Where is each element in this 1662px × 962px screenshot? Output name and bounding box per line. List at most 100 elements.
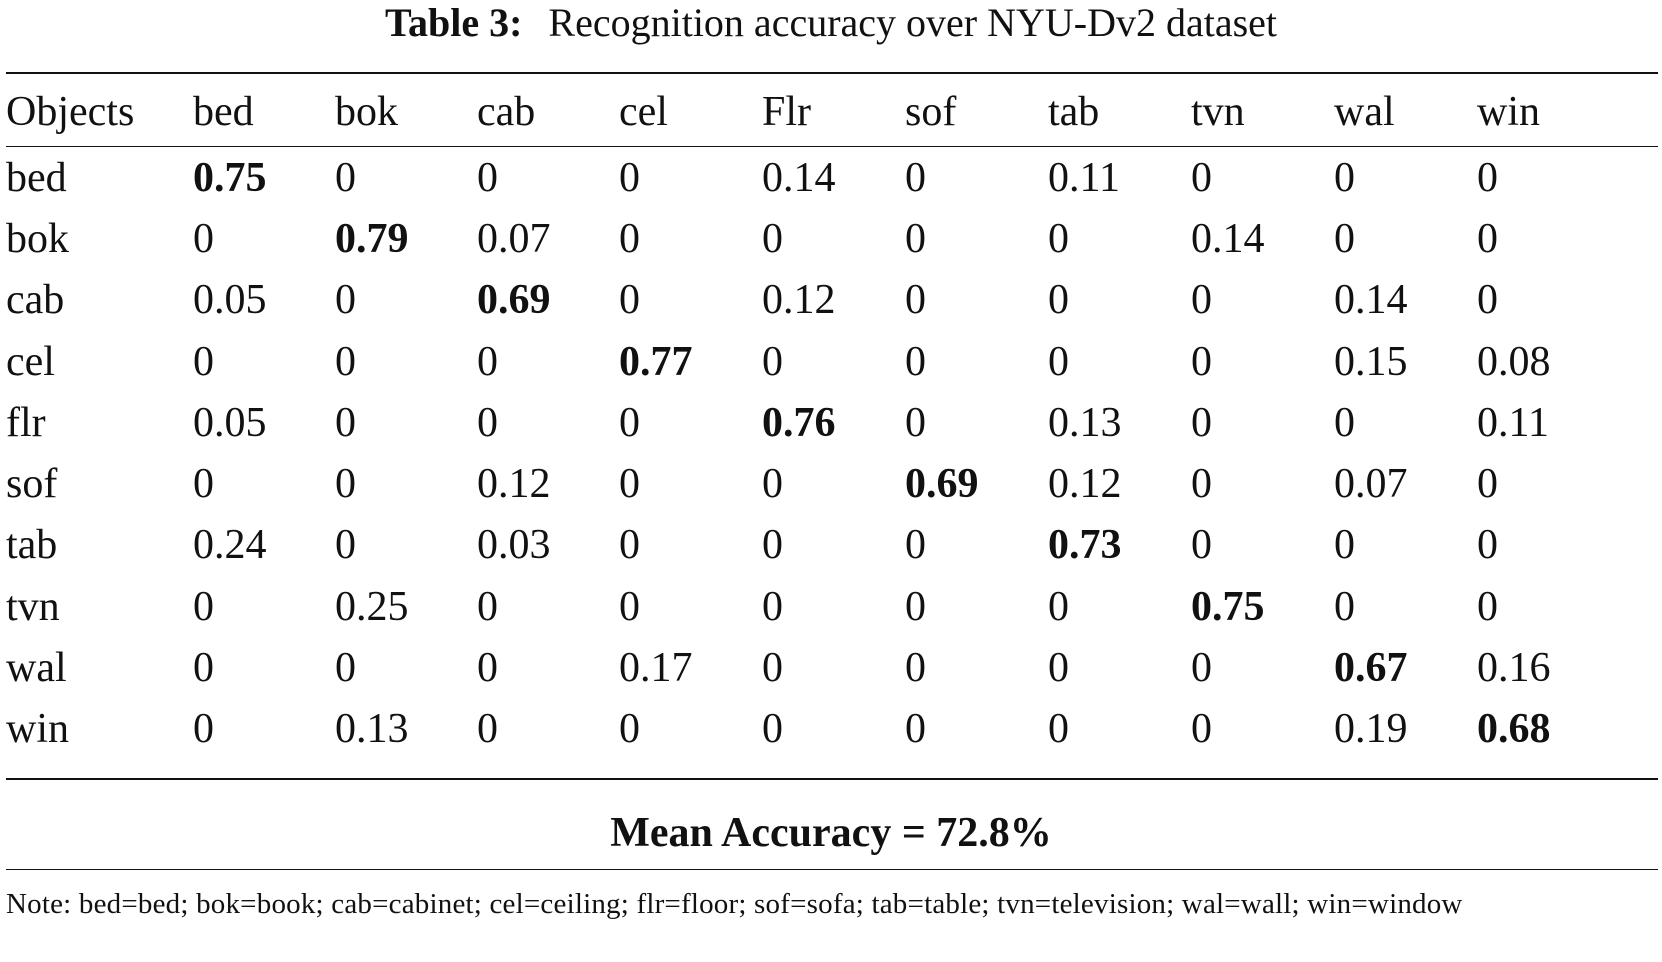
table-cell: 0	[1477, 522, 1498, 569]
table-cell: 0	[335, 338, 356, 385]
table-cell: 0	[1048, 338, 1069, 385]
table-row-cel: cel 0 0 0 0.77 0 0 0 0 0.15 0.08	[6, 331, 1571, 392]
table-cell: 0.69	[477, 277, 551, 324]
table-cell: 0	[905, 154, 926, 201]
table-row-bok: bok 0 0.79 0.07 0 0 0 0 0.14 0 0	[6, 208, 1571, 269]
table-cell: 0	[335, 645, 356, 692]
table-cell: 0	[619, 399, 640, 446]
table-cell: 0	[193, 645, 214, 692]
table-cell: 0	[477, 338, 498, 385]
confusion-table: Objects bed bok cab cel Flr sof tab tvn wal win be…	[6, 74, 1571, 760]
table-cell: 0.03	[477, 522, 551, 569]
table-cell: 0	[905, 645, 926, 692]
row-label: flr	[6, 399, 46, 446]
header-sof: sof	[905, 88, 957, 135]
table-cell: 0	[335, 522, 356, 569]
table-cell: 0	[1191, 706, 1212, 753]
table-cell: 0	[905, 215, 926, 262]
table-cell: 0.25	[335, 583, 409, 630]
row-label: cab	[6, 277, 65, 324]
table-cell: 0	[193, 706, 214, 753]
header-wal: wal	[1334, 88, 1395, 135]
table-cell: 0	[905, 583, 926, 630]
row-label: wal	[6, 645, 67, 692]
table-row-win: win 0 0.13 0 0 0 0 0 0 0.19 0.68	[6, 699, 1571, 760]
header-row: Objects bed bok cab cel Flr sof tab tvn wal win	[6, 74, 1571, 147]
table-cell: 0.76	[762, 399, 836, 446]
table-cell: 0.07	[1334, 461, 1408, 508]
row-label: tab	[6, 522, 58, 569]
table-row-cab: cab 0.05 0 0.69 0 0.12 0 0 0 0.14 0	[6, 270, 1571, 331]
bottom-rule	[6, 778, 1658, 780]
table-cell: 0	[762, 338, 783, 385]
header-rule	[6, 146, 1658, 147]
table-cell: 0	[1334, 583, 1355, 630]
table-cell: 0	[762, 522, 783, 569]
table-row-flr: flr 0.05 0 0 0 0.76 0 0.13 0 0 0.11	[6, 392, 1571, 453]
table-cell: 0	[1334, 399, 1355, 446]
mean-accuracy: Mean Accuracy = 72.8%	[610, 810, 1052, 856]
table-cell: 0.05	[193, 277, 267, 324]
table-cell: 0	[762, 461, 783, 508]
table-cell: 0	[1191, 399, 1212, 446]
row-label: cel	[6, 338, 55, 385]
table-cell: 0.12	[1048, 461, 1122, 508]
table-cell: 0	[762, 645, 783, 692]
table-cell: 0.19	[1334, 706, 1408, 753]
table-cell: 0.14	[1334, 277, 1408, 324]
table-cell: 0	[477, 583, 498, 630]
table-cell: 0	[619, 583, 640, 630]
table-cell: 0	[762, 583, 783, 630]
table-body: bed 0.75 0 0 0 0.14 0 0.11 0 0 0 bok 0 0.79 0.07 0 0 0 0 0.…	[6, 147, 1571, 760]
header-bok: bok	[335, 88, 398, 135]
table-cell: 0	[1334, 154, 1355, 201]
table-cell: 0	[1477, 583, 1498, 630]
table-cell: 0	[1191, 461, 1212, 508]
table-cell: 0.11	[1048, 154, 1120, 201]
table-row-bed: bed 0.75 0 0 0 0.14 0 0.11 0 0 0	[6, 147, 1571, 208]
table-cell: 0	[193, 461, 214, 508]
table-cell: 0.07	[477, 215, 551, 262]
table-cell: 0	[1477, 461, 1498, 508]
table-cell: 0	[1191, 522, 1212, 569]
row-label: win	[6, 706, 69, 753]
table-cell: 0	[193, 338, 214, 385]
table-cell: 0	[335, 399, 356, 446]
table-cell: 0.13	[1048, 399, 1122, 446]
table-title: Recognition accuracy over NYU-Dv2 datase…	[548, 0, 1278, 45]
table-row-wal: wal 0 0 0 0.17 0 0 0 0 0.67 0.16	[6, 637, 1571, 698]
table-cell: 0	[1048, 645, 1069, 692]
table-cell: 0	[477, 154, 498, 201]
table-cell: 0.13	[335, 706, 409, 753]
table-cell: 0.75	[193, 154, 267, 201]
row-label: bok	[6, 215, 69, 262]
table-cell: 0	[1048, 215, 1069, 262]
table-cell: 0.73	[1048, 522, 1122, 569]
table-label: Table 3:	[384, 0, 523, 45]
table-cell: 0	[1191, 277, 1212, 324]
table-row-tab: tab 0.24 0 0.03 0 0 0 0.73 0 0 0	[6, 515, 1571, 576]
table-cell: 0	[762, 215, 783, 262]
table-cell: 0.14	[762, 154, 836, 201]
header-objects: Objects	[6, 88, 135, 135]
table-cell: 0	[905, 522, 926, 569]
header-win: win	[1477, 88, 1540, 135]
table-cell: 0.12	[762, 277, 836, 324]
table-cell: 0	[335, 154, 356, 201]
table-cell: 0	[1048, 277, 1069, 324]
table-cell: 0.14	[1191, 215, 1265, 262]
table-cell: 0.75	[1191, 583, 1265, 630]
table-cell: 0.16	[1477, 645, 1551, 692]
row-label: sof	[6, 461, 58, 508]
table-cell: 0	[1477, 215, 1498, 262]
header-tvn: tvn	[1191, 88, 1245, 135]
note-rule	[6, 869, 1658, 870]
header-tab: tab	[1048, 88, 1100, 135]
table-row-tvn: tvn 0 0.25 0 0 0 0 0 0.75 0 0	[6, 576, 1571, 637]
table-cell: 0.67	[1334, 645, 1408, 692]
header-cab: cab	[477, 88, 536, 135]
table-cell: 0	[1191, 154, 1212, 201]
table-cell: 0	[1334, 215, 1355, 262]
table-cell: 0	[335, 461, 356, 508]
table-cell: 0	[1334, 522, 1355, 569]
